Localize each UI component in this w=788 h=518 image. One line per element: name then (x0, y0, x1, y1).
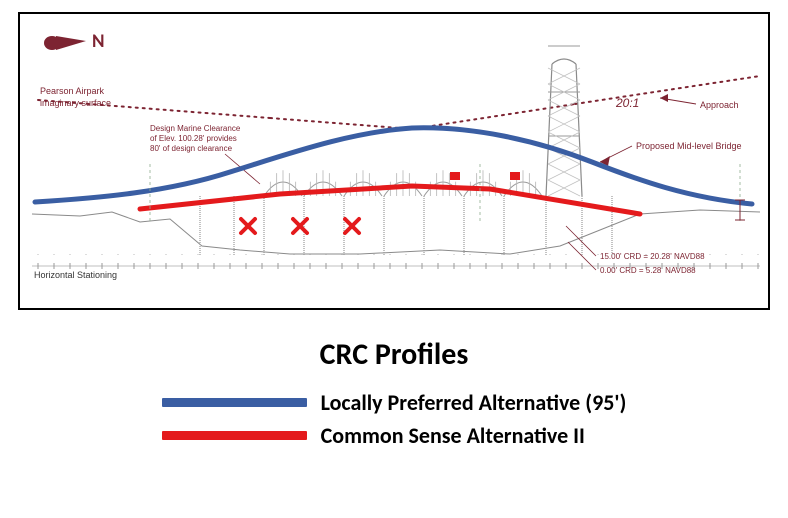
legend-rows: Locally Preferred Alternative (95') Commo… (162, 389, 627, 455)
legend-label: Locally Preferred Alternative (95') (321, 389, 627, 416)
legend-row: Common Sense Alternative II (162, 422, 627, 449)
legend-row: Locally Preferred Alternative (95') (162, 389, 627, 416)
legend-title: CRC Profiles (18, 336, 770, 373)
legend-label: Common Sense Alternative II (321, 422, 585, 449)
legend-swatch (162, 398, 307, 407)
legend-block: CRC Profiles Locally Preferred Alternati… (18, 336, 770, 455)
profile-svg (20, 14, 770, 310)
legend-swatch (162, 431, 307, 440)
profile-diagram-frame: N Pearson Airpark imaginary surface Desi… (18, 12, 770, 310)
